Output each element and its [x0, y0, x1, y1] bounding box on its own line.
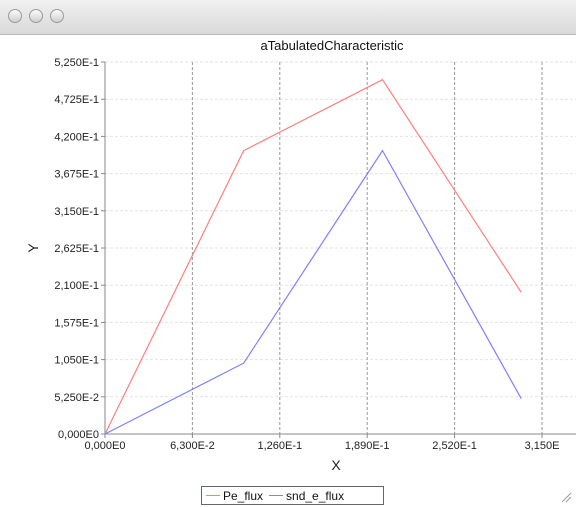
x-tick-label: 1,260E-1 [257, 440, 302, 452]
chart-legend: Pe_flux snd_e_flux [201, 486, 384, 505]
y-axis-title: Y [25, 243, 41, 253]
y-tick-label: 5,250E-1 [54, 57, 99, 69]
legend-swatch-pe-flux [206, 495, 220, 496]
y-tick-label: 3,150E-1 [54, 206, 99, 218]
x-tick-label: 1,890E-1 [345, 440, 390, 452]
x-axis-ticks: 0,000E0 6,300E-2 1,260E-1 1,890E-1 2,520E-1 3… [85, 434, 560, 452]
legend-item-pe-flux: Pe_flux [206, 489, 263, 503]
x-tick-label: 0,000E0 [85, 440, 126, 452]
series-line-snd-e-flux [105, 151, 521, 434]
x-tick-label: 3,150E [525, 440, 560, 452]
y-tick-label: 1,575E-1 [54, 317, 99, 329]
chart-title: aTabulatedCharacteristic [260, 38, 404, 53]
y-tick-label: 2,625E-1 [54, 243, 99, 255]
y-tick-label: 4,200E-1 [54, 131, 99, 143]
y-tick-label: 4,725E-1 [54, 94, 99, 106]
y-tick-label: 1,050E-1 [54, 355, 99, 367]
x-tick-label: 2,520E-1 [432, 440, 477, 452]
line-chart: aTabulatedCharacteristic 0,000E0 5,250E-2… [0, 0, 576, 486]
x-axis-title: X [331, 457, 341, 473]
y-tick-label: 5,250E-2 [54, 392, 99, 404]
x-tick-label: 6,300E-2 [170, 440, 215, 452]
series-layer [105, 80, 521, 434]
legend-swatch-snd-e-flux [269, 495, 283, 496]
legend-label-pe-flux: Pe_flux [223, 489, 263, 503]
resize-grip-icon[interactable] [561, 492, 572, 503]
y-axis-ticks: 0,000E05,250E-21,050E-11,575E-12,100E-12… [54, 57, 105, 441]
y-tick-label: 2,100E-1 [54, 280, 99, 292]
legend-item-snd-e-flux: snd_e_flux [269, 489, 344, 503]
horizontal-gridlines [105, 62, 576, 397]
vertical-gridlines [192, 62, 542, 434]
y-tick-label: 3,675E-1 [54, 169, 99, 181]
legend-label-snd-e-flux: snd_e_flux [286, 489, 344, 503]
